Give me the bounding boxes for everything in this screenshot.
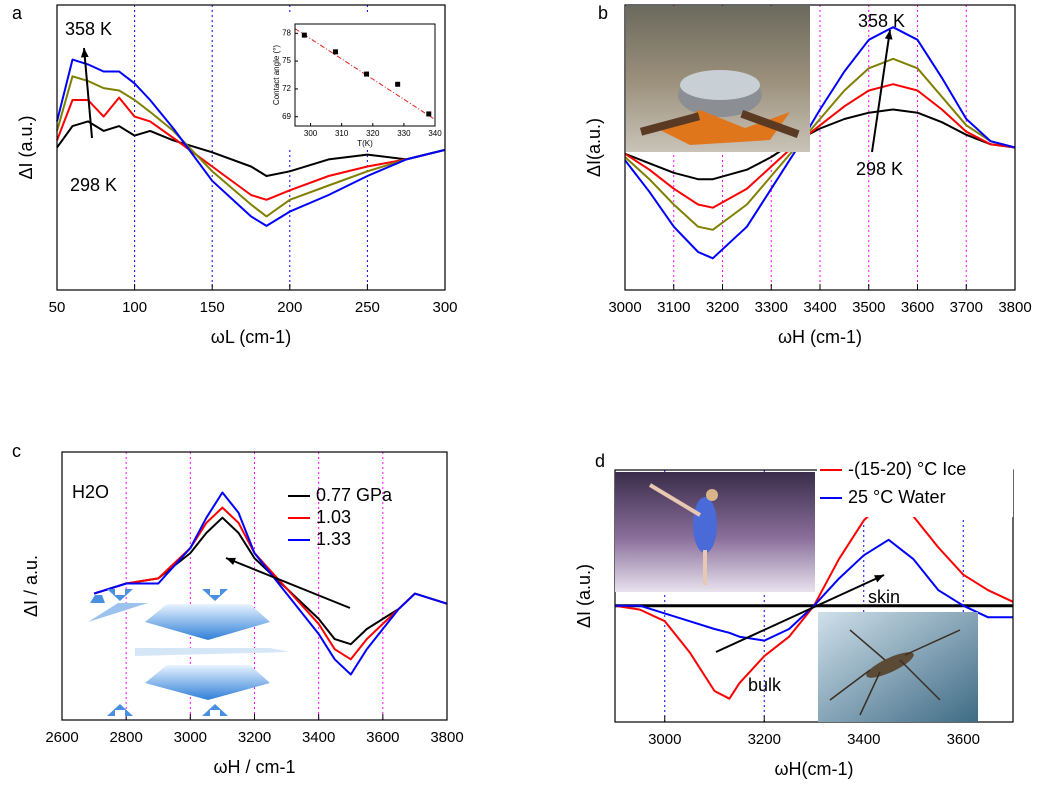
panel-label: c: [12, 441, 21, 461]
x-axis-label: ωL (cm-1): [211, 327, 291, 347]
annotation: 298 K: [856, 159, 903, 179]
x-axis-label: ωH / cm-1: [213, 757, 295, 777]
arrow-head: [874, 575, 884, 583]
inset-point: [426, 111, 432, 117]
photo-skater: [615, 472, 815, 592]
arrow: [225, 557, 351, 609]
inset-point: [364, 71, 370, 77]
x-tick-label: 3600: [947, 731, 980, 748]
plot-frame: [61, 451, 448, 721]
x-tick-label: 50: [49, 299, 66, 316]
x-tick-label: 300: [432, 299, 457, 316]
legend-box: [817, 455, 1013, 517]
x-tick-label: 3400: [803, 299, 836, 316]
inset-x-tick-label: 300: [304, 129, 318, 138]
data-line: [56, 120, 446, 177]
inset-x-tick-label: 310: [335, 129, 349, 138]
annotation: bulk: [748, 675, 782, 695]
inset-y-tick-label: 78: [282, 28, 291, 37]
inset-y-tick-label: 72: [282, 84, 291, 93]
inset-y-tick-label: 75: [282, 56, 291, 65]
x-tick-label: 3800: [430, 729, 463, 746]
data-line: [615, 538, 1013, 642]
arrow-head: [884, 30, 893, 40]
x-tick-label: 3000: [174, 729, 207, 746]
legend-label: -(15-20) °C Ice: [848, 459, 966, 479]
data-line: [624, 26, 1016, 260]
photo-pot-on-fire: [626, 6, 810, 152]
arrow-head: [226, 557, 236, 566]
data-line: [614, 496, 1014, 700]
data-line: [56, 75, 446, 218]
x-tick-label: 3400: [302, 729, 335, 746]
data-line: [624, 108, 1016, 181]
annotation: 358 K: [858, 11, 905, 31]
x-tick-label: 3100: [657, 299, 690, 316]
x-tick-label: 200: [277, 299, 302, 316]
arrow: [871, 29, 891, 153]
plot-frame: [624, 4, 1016, 291]
x-tick-label: 3600: [366, 729, 399, 746]
legend-label: 0.77 GPa: [316, 485, 393, 505]
inset-x-tick-label: 320: [366, 129, 380, 138]
x-tick-label: 250: [355, 299, 380, 316]
legend-label: 1.33: [316, 529, 351, 549]
arrow: [715, 574, 885, 653]
x-tick-label: 3200: [706, 299, 739, 316]
inset-y-tick-label: 69: [282, 112, 291, 121]
arrow: [83, 47, 93, 139]
x-tick-label: 3000: [608, 299, 641, 316]
x-axis-label: ωH (cm-1): [778, 327, 862, 347]
x-tick-label: 150: [200, 299, 225, 316]
inset-point: [301, 32, 307, 38]
y-axis-label: ΔI / a.u.: [21, 555, 41, 617]
data-line: [93, 506, 448, 661]
x-tick-label: 3800: [998, 299, 1031, 316]
inset-y-label: Contact angle (°): [272, 45, 281, 105]
x-tick-label: 3300: [755, 299, 788, 316]
annotation: 358 K: [65, 19, 112, 39]
inset-x-label: T(K): [357, 139, 373, 148]
annotation: H2O: [72, 482, 109, 502]
data-line: [93, 491, 448, 676]
inset-point: [395, 81, 401, 87]
inset-bg: [252, 13, 440, 150]
x-tick-label: 3600: [901, 299, 934, 316]
plot-frame: [614, 469, 1014, 723]
annotation: skin: [868, 587, 900, 607]
compression-diagram: [88, 589, 290, 716]
x-tick-label: 100: [122, 299, 147, 316]
x-tick-label: 2800: [109, 729, 142, 746]
overlay: a ωL (cm-1) ΔI (a.u.) 358 K 298 K H2O 300 310 32…: [12, 3, 1013, 779]
inset-x-tick-label: 340: [428, 129, 442, 138]
panel-label: a: [12, 3, 23, 23]
x-axis-label: ωH(cm-1): [774, 759, 853, 779]
x-tick-label: 3200: [748, 731, 781, 748]
inset-x-tick-label: 330: [397, 129, 411, 138]
data-line: [624, 57, 1016, 231]
data-line: [56, 58, 446, 227]
panel-label: d: [595, 451, 605, 471]
annotation: 298 K: [70, 175, 117, 195]
panel-label: b: [598, 3, 608, 23]
x-tick-label: 3400: [847, 731, 880, 748]
x-tick-label: 3500: [852, 299, 885, 316]
y-axis-label: ΔI(a.u.): [584, 118, 604, 177]
data-line: [624, 83, 1016, 209]
x-tick-label: 3000: [648, 731, 681, 748]
legend-label: 25 °C Water: [848, 487, 946, 507]
plot-frame: [56, 4, 446, 291]
arrow-head: [80, 48, 89, 58]
x-tick-label: 3200: [238, 729, 271, 746]
photo-water-strider: [818, 612, 978, 722]
y-axis-label: ΔI (a.u.): [574, 564, 594, 628]
y-axis-label: ΔI (a.u.): [16, 115, 36, 179]
inset-frame: [294, 23, 436, 127]
plots: 50 100 150 200 250 300 3000 3100 3200 3300 3400 350…: [45, 4, 1032, 748]
x-tick-label: 3700: [950, 299, 983, 316]
inset-point: [332, 49, 338, 55]
x-tick-label: 2600: [45, 729, 78, 746]
legend-label: 1.03: [316, 507, 351, 527]
